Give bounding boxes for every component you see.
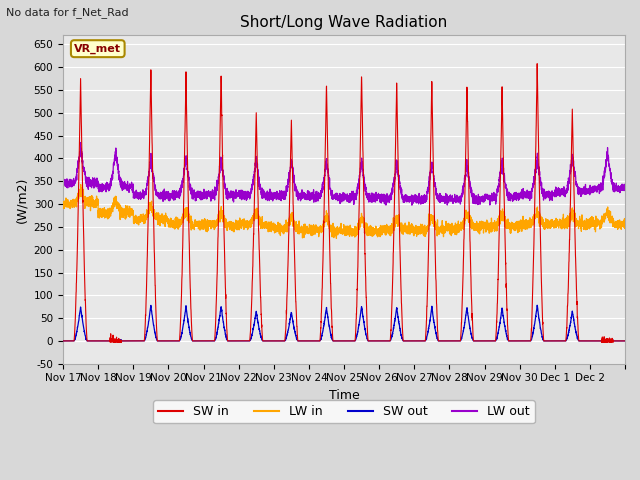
Text: No data for f_Net_Rad: No data for f_Net_Rad (6, 7, 129, 18)
Text: VR_met: VR_met (74, 44, 121, 54)
Title: Short/Long Wave Radiation: Short/Long Wave Radiation (241, 15, 447, 30)
Y-axis label: (W/m2): (W/m2) (15, 176, 28, 223)
X-axis label: Time: Time (328, 389, 360, 402)
Legend: SW in, LW in, SW out, LW out: SW in, LW in, SW out, LW out (153, 400, 535, 423)
